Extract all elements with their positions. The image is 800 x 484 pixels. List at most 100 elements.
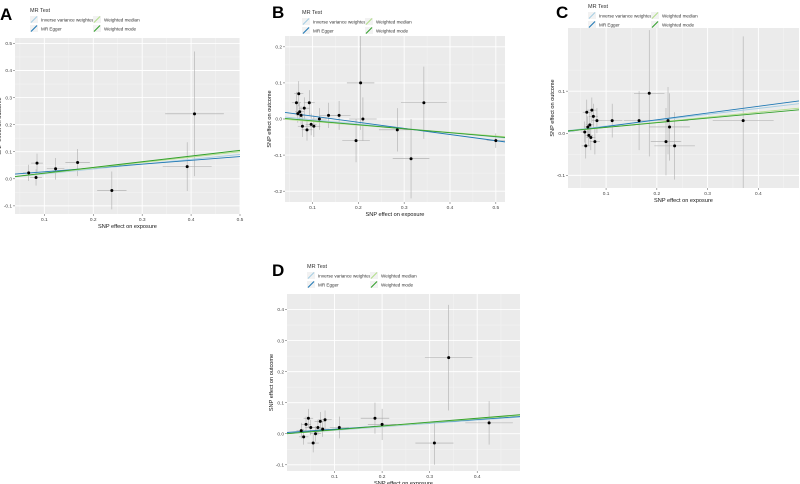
legend-label-0: Inverse variance weighted bbox=[313, 20, 367, 25]
y-tick-label: -0.1 bbox=[276, 462, 285, 468]
panel-letter: A bbox=[0, 5, 12, 24]
regression-line-1 bbox=[568, 100, 799, 133]
y-tick-label: 0.1 bbox=[5, 149, 12, 155]
regression-lines bbox=[568, 100, 799, 133]
legend-swatch-2 bbox=[651, 12, 659, 19]
data-point bbox=[296, 112, 300, 116]
data-point bbox=[586, 125, 590, 129]
regression-line-1 bbox=[285, 111, 505, 143]
legend-swatch-0 bbox=[588, 12, 596, 19]
x-axis-title: SNP effect on exposure bbox=[366, 212, 425, 218]
legend-swatch-1 bbox=[302, 27, 310, 34]
y-tick-label: 0.3 bbox=[5, 95, 12, 101]
legend-swatch-3 bbox=[651, 21, 659, 28]
data-point bbox=[610, 119, 614, 123]
data-point bbox=[294, 101, 298, 105]
data-point bbox=[337, 426, 341, 430]
y-tick-label: -0.1 bbox=[557, 173, 566, 179]
legend-label-3: Weighted mode bbox=[381, 283, 414, 288]
legend-label-1: MR Egger bbox=[318, 283, 339, 288]
y-tick-label: 0.2 bbox=[5, 122, 12, 128]
legend-label-1: MR Egger bbox=[313, 29, 334, 34]
plot-area bbox=[15, 38, 240, 214]
data-point bbox=[314, 432, 318, 436]
data-point bbox=[27, 171, 31, 175]
regression-line-3 bbox=[287, 414, 520, 435]
data-point bbox=[361, 117, 365, 121]
legend: MR Test Inverse variance weighted MR Egger… bbox=[30, 8, 140, 32]
data-point bbox=[741, 119, 745, 123]
x-tick-label: 0.1 bbox=[309, 205, 316, 211]
data-point bbox=[307, 101, 311, 105]
data-point bbox=[185, 165, 189, 169]
legend-swatch-3 bbox=[93, 25, 101, 32]
panel-c: C MR Test Inverse variance weighted MR Egge… bbox=[550, 3, 799, 204]
data-point bbox=[299, 113, 303, 117]
data-point bbox=[305, 128, 309, 132]
legend-swatch-2 bbox=[370, 272, 378, 279]
data-point bbox=[588, 123, 592, 127]
y-tick-label: 0.5 bbox=[5, 41, 12, 47]
x-tick-label: 0.1 bbox=[331, 474, 338, 480]
regression-line-3 bbox=[568, 109, 799, 132]
x-axis-title: SNP effect on exposure bbox=[374, 481, 433, 484]
y-tick-label: 0.1 bbox=[558, 89, 565, 95]
x-tick-label: 0.3 bbox=[139, 217, 146, 223]
x-tick-label: 0.5 bbox=[237, 217, 244, 223]
y-axis-title: SNP effect on outcome bbox=[0, 97, 3, 154]
data-point bbox=[487, 421, 491, 425]
legend-label-2: Weighted median bbox=[381, 274, 417, 279]
data-point bbox=[494, 139, 498, 143]
data-point bbox=[309, 122, 313, 126]
data-point bbox=[302, 106, 306, 110]
data-point bbox=[35, 161, 39, 165]
data-point bbox=[422, 101, 426, 105]
data-point bbox=[298, 110, 302, 114]
x-tick-label: 0.1 bbox=[603, 191, 610, 197]
y-tick-label: 0.0 bbox=[5, 177, 12, 183]
y-tick-label: -0.1 bbox=[4, 204, 13, 210]
x-tick-label: 0.4 bbox=[474, 474, 481, 480]
data-point bbox=[193, 112, 197, 116]
legend-swatch-2 bbox=[93, 16, 101, 23]
data-point bbox=[587, 133, 591, 137]
data-point bbox=[34, 175, 38, 179]
regression-lines bbox=[287, 414, 520, 435]
data-point bbox=[583, 130, 587, 134]
legend-swatch-0 bbox=[302, 18, 310, 25]
y-tick-label: 0.0 bbox=[558, 131, 565, 137]
legend-swatch-1 bbox=[588, 21, 596, 28]
data-point bbox=[432, 441, 436, 445]
y-tick-label: 0.2 bbox=[277, 369, 284, 375]
legend: MR Test Inverse variance weighted MR Egger… bbox=[588, 4, 698, 28]
data-point bbox=[76, 161, 80, 165]
legend-label-2: Weighted median bbox=[376, 20, 412, 25]
legend: MR Test Inverse variance weighted MR Egger… bbox=[307, 264, 417, 288]
data-point bbox=[590, 108, 594, 112]
x-tick-label: 0.2 bbox=[90, 217, 97, 223]
x-tick-label: 0.5 bbox=[492, 205, 499, 211]
panel-d: D MR Test Inverse variance weighted MR Egge… bbox=[269, 261, 520, 484]
legend-swatch-3 bbox=[370, 281, 378, 288]
x-tick-label: 0.2 bbox=[379, 474, 386, 480]
data-point bbox=[54, 167, 58, 171]
data-point bbox=[323, 418, 327, 422]
y-tick-label: -0.1 bbox=[274, 153, 283, 159]
data-point bbox=[309, 426, 313, 430]
legend: MR Test Inverse variance weighted MR Egger… bbox=[302, 10, 412, 34]
y-axis-title: SNP effect on outcome bbox=[269, 354, 275, 411]
legend-title: MR Test bbox=[30, 8, 51, 14]
data-point bbox=[312, 124, 316, 128]
legend-label-0: Inverse variance weighted bbox=[599, 14, 653, 19]
data-point bbox=[317, 117, 321, 121]
y-tick-label: 0.0 bbox=[275, 117, 282, 123]
y-tick-label: 0.3 bbox=[277, 338, 284, 344]
y-tick-label: 0.0 bbox=[277, 431, 284, 437]
regression-lines bbox=[15, 149, 240, 178]
x-tick-label: 0.4 bbox=[447, 205, 454, 211]
data-point bbox=[585, 110, 589, 114]
legend-swatch-3 bbox=[365, 27, 373, 34]
data-point bbox=[297, 92, 301, 96]
panel-letter: B bbox=[272, 3, 284, 22]
